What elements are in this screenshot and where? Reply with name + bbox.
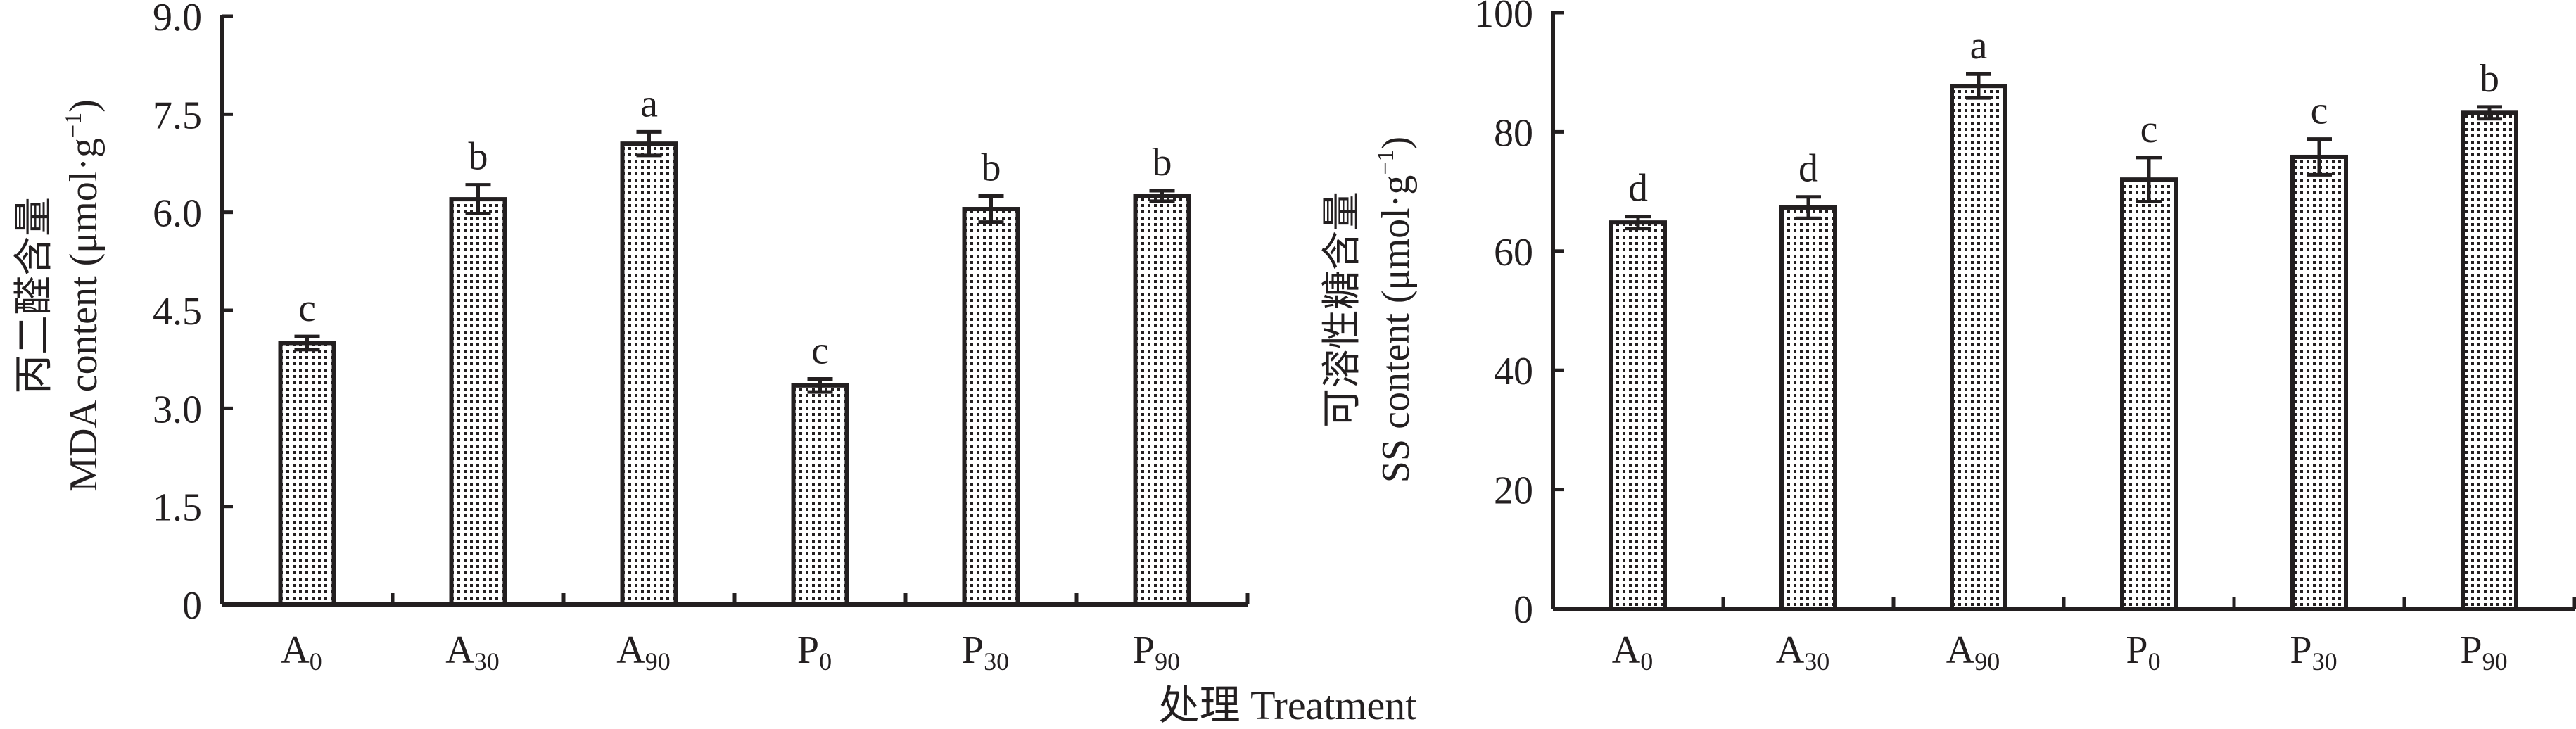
significance-letter: c [2311,89,2328,133]
significance-letter: c [811,329,829,373]
y-tick-label: 3.0 [153,388,202,431]
bar [620,141,678,607]
y-axis-label-en: SS content (μmol·g−1) [1373,137,1418,483]
bar [791,383,849,607]
y-label-superscript: −1 [61,113,87,138]
bar [1609,220,1667,611]
category-subscript: 30 [474,647,500,676]
bar [1133,194,1191,607]
y-tick-label: 80 [1494,111,1533,155]
bar [2120,177,2178,611]
significance-letter: d [1628,167,1648,210]
bar [278,341,336,607]
x-tick-label: A90 [1946,628,2000,676]
category-main: P [1133,628,1155,672]
significance-letter: b [469,135,488,179]
category-main: P [962,628,984,672]
x-tick-label: A0 [281,628,322,676]
category-subscript: 90 [2482,647,2508,676]
category-main: P [797,628,819,672]
y-tick-label: 40 [1494,350,1533,393]
y-label-text: SS content (μmol·g [1374,175,1418,483]
y-tick-label: 100 [1474,0,1533,36]
category-subscript: 0 [2148,647,2161,676]
significance-letter: a [1970,24,1988,68]
bar [962,207,1020,607]
category-subscript: 30 [984,647,1009,676]
y-tick-label: 20 [1494,469,1533,513]
bar [2461,110,2518,611]
bar [1950,84,2007,611]
y-tick-label: 1.5 [153,486,202,530]
category-subscript: 90 [1974,647,2000,676]
y-tick-label: 6.0 [153,192,202,236]
category-main: A [1776,628,1805,672]
y-tick-label: 0 [1514,588,1533,632]
x-tick-label: P90 [1133,628,1180,676]
x-tick-label: A30 [1776,628,1829,676]
x-tick-label: P30 [2290,628,2337,676]
category-subscript: 90 [1155,647,1180,676]
y-label-text: MDA content (μmol·g [62,138,106,492]
category-main: P [2290,628,2311,672]
x-tick-label: P0 [2126,628,2160,676]
y-tick-label: 0 [182,584,202,628]
ss-chart: 020406080100dA0dA30aA90cP0cP30bP90可溶性糖含量… [1321,0,2576,676]
category-main: A [1612,628,1641,672]
category-main: P [2460,628,2482,672]
mda-chart: 01.53.04.56.07.59.0cA0bA30aA90cP0bP30bP9… [13,0,1250,676]
y-tick-label: 4.5 [153,290,202,334]
category-subscript: 30 [1804,647,1829,676]
y-axis-label-cn: 丙二醛含量 [13,197,56,394]
x-tick-label: P30 [962,628,1009,676]
bar [449,197,507,607]
category-subscript: 0 [310,647,322,676]
category-main: A [281,628,310,672]
significance-letter: a [640,82,658,125]
y-label-superscript: −1 [1373,149,1399,175]
x-tick-label: A0 [1612,628,1653,676]
y-label-close: ) [1374,137,1418,150]
category-main: A [445,628,474,672]
significance-letter: b [2480,57,2499,101]
x-tick-label: P90 [2460,628,2507,676]
category-subscript: 0 [1640,647,1653,676]
significance-letter: d [1798,147,1818,191]
significance-letter: b [1153,141,1172,184]
x-axis-title: 处理 Treatment [1159,683,1417,728]
significance-letter: c [2140,108,2158,151]
x-tick-label: A90 [616,628,670,676]
category-subscript: 90 [645,647,671,676]
category-main: A [616,628,645,672]
significance-letter: b [982,146,1001,189]
category-main: A [1946,628,1975,672]
y-tick-label: 9.0 [153,0,202,39]
bar [2290,154,2348,611]
category-main: P [2126,628,2147,672]
y-axis-label-cn: 可溶性糖含量 [1321,191,1364,428]
bar [1779,205,1837,611]
y-label-close: ) [62,99,106,113]
y-tick-label: 7.5 [153,94,202,137]
x-tick-label: P0 [797,628,832,676]
category-subscript: 30 [2312,647,2337,676]
y-tick-label: 60 [1494,231,1533,274]
significance-letter: c [298,286,316,330]
category-subscript: 0 [819,647,832,676]
x-tick-label: A30 [445,628,499,676]
y-axis-label-en: MDA content (μmol·g−1) [61,99,106,492]
